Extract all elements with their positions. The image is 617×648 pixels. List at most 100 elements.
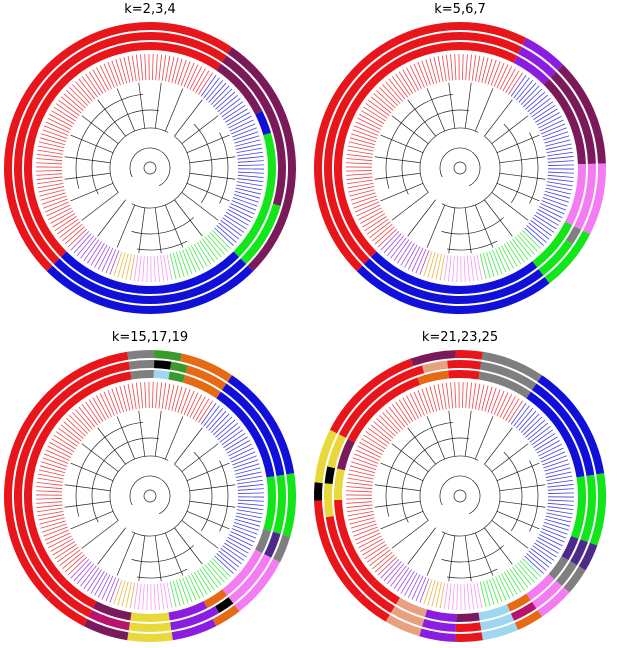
ring-segment [510, 601, 537, 621]
taxon-label [237, 151, 263, 157]
cluster-ring [4, 350, 296, 642]
tree-branch [193, 123, 213, 204]
taxon-label [73, 561, 92, 582]
ring-segment [185, 365, 227, 391]
taxon-label [346, 481, 373, 486]
taxon-label [158, 382, 162, 409]
taxon-label [38, 145, 64, 152]
taxon-label [177, 387, 187, 413]
taxon-label [349, 189, 375, 197]
taxon-label [135, 54, 140, 81]
taxon-label [230, 531, 255, 543]
taxon-label [506, 242, 522, 265]
taxon-label [356, 532, 381, 545]
taxon-label [135, 382, 140, 409]
taxon-label [445, 54, 450, 81]
taxon-label [524, 555, 544, 574]
taxon-label [38, 141, 65, 149]
taxon-label [193, 571, 208, 595]
taxon-label [346, 173, 373, 176]
taxon-label [448, 583, 452, 610]
ring-segment [334, 468, 345, 500]
taxon-label [478, 384, 485, 411]
ring-segment [456, 612, 480, 622]
taxon-label [509, 568, 525, 591]
taxon-label [216, 225, 237, 243]
taxon-label [346, 153, 373, 158]
ring-segment [424, 609, 457, 622]
tree-branch [138, 82, 146, 129]
taxon-label [222, 217, 245, 233]
tree-branch [407, 199, 436, 237]
ring-segment [561, 535, 579, 561]
tree-branch [484, 527, 513, 565]
taxon-label [534, 214, 557, 230]
taxon-label [236, 147, 263, 154]
taxon-label [183, 390, 195, 416]
taxon-label [473, 254, 479, 281]
taxon-label [152, 54, 154, 81]
taxon-label [470, 583, 475, 610]
taxon-label [113, 251, 123, 277]
taxon-label [347, 510, 374, 517]
taxon-label [509, 240, 525, 263]
ring-segment [127, 632, 173, 642]
ring-segment [550, 71, 596, 164]
taxon-label [544, 190, 571, 199]
taxon-label [85, 73, 101, 96]
taxon-label [59, 549, 81, 566]
taxon-label [219, 98, 241, 115]
taxon-label [532, 545, 555, 561]
taxon-label [66, 418, 86, 437]
tree-branch [426, 204, 446, 248]
taxon-label [161, 383, 167, 409]
taxon-label [352, 457, 378, 467]
taxon-label [235, 187, 262, 195]
taxon-label [486, 579, 495, 605]
ring-segment [227, 375, 295, 475]
taxon-label [393, 567, 410, 590]
taxon-label [237, 492, 264, 494]
taxon-label [376, 418, 396, 437]
taxon-label [452, 583, 455, 610]
taxon-label [199, 568, 215, 591]
tree-branch [496, 510, 540, 530]
taxon-label [356, 204, 381, 217]
tree-branch [91, 437, 160, 523]
taxon-label [546, 509, 573, 515]
taxon-label [543, 194, 569, 203]
taxon-label [164, 383, 171, 410]
taxon-label [441, 383, 447, 410]
taxon-label [60, 96, 82, 114]
ring-segment [478, 371, 531, 399]
ring-segment [574, 163, 596, 230]
taxon-label [484, 386, 493, 412]
taxon-label [454, 382, 457, 409]
taxon-label [411, 575, 424, 600]
ring-segment [221, 55, 287, 206]
taxon-label [218, 222, 240, 240]
taxon-label [347, 179, 373, 185]
taxon-label [36, 170, 63, 172]
tree-branches [374, 410, 546, 582]
ring-segment [325, 516, 370, 593]
taxon-label [545, 515, 572, 523]
taxon-label [152, 382, 154, 409]
ring-segment [23, 41, 221, 258]
taxon-label [216, 553, 237, 571]
taxon-label [37, 179, 63, 185]
taxon-label [348, 514, 375, 521]
taxon-label [231, 528, 257, 539]
ring-segment [347, 377, 421, 443]
tree-branch [129, 147, 171, 187]
tree-branch [164, 416, 184, 460]
ring-segment [531, 580, 563, 609]
taxon-label [199, 240, 215, 263]
ring-segment [170, 606, 220, 631]
taxon-label [83, 567, 100, 590]
taxon-label [111, 60, 121, 86]
taxon-label [547, 151, 573, 157]
tree-branch [426, 532, 446, 576]
taxon-label [527, 94, 548, 113]
taxon-label [431, 581, 439, 607]
